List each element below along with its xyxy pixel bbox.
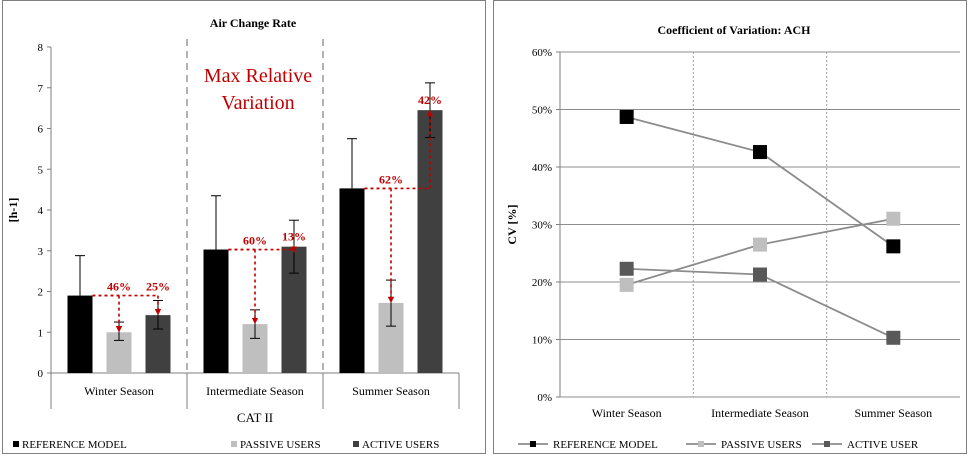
legend-swatch — [824, 441, 830, 447]
bar-reference-model-winter-season — [67, 295, 93, 373]
y-tick-label: 3 — [38, 246, 44, 258]
y-tick-label: 8 — [38, 42, 44, 54]
coefficient-variation-panel: Coefficient of Variation: ACH CV [%] 0% 10%… — [493, 0, 967, 454]
y-tick-label: 10% — [532, 335, 552, 347]
x-tick-label: Intermediate Season — [711, 406, 809, 420]
marker-passive-users-summer-season — [886, 211, 901, 226]
legend-label: REFERENCE MODEL — [22, 439, 127, 451]
y-tick-label: 2 — [38, 287, 44, 299]
bar-active-users-summer-season — [417, 110, 443, 373]
legend-label: PASSIVE USERS — [240, 439, 321, 451]
legend-label: ACTIVE USER — [847, 439, 919, 451]
marker-passive-users-winter-season — [619, 277, 634, 292]
x-axis-label: CAT II — [237, 410, 273, 425]
y-tick-label: 1 — [38, 327, 44, 339]
chart-title: Coefficient of Variation: ACH — [658, 23, 812, 37]
bar-reference-model-summer-season — [339, 188, 365, 373]
legend-swatch — [13, 441, 19, 447]
legend-swatch — [231, 441, 237, 447]
variation-label: 13% — [282, 230, 306, 244]
marker-reference-model-winter-season — [619, 109, 634, 124]
legend-swatch — [530, 441, 536, 447]
chart-title: Air Change Rate — [210, 16, 297, 30]
legend-label: REFERENCE MODEL — [553, 439, 658, 451]
variation-label: 62% — [379, 172, 403, 186]
x-tick-label: Summer Season — [854, 406, 932, 420]
marker-active-user-winter-season — [619, 261, 634, 276]
marker-passive-users-intermediate-season — [753, 237, 767, 252]
y-axis-label: [h-1] — [6, 198, 20, 223]
y-tick-label: 4 — [38, 205, 44, 217]
y-tick-label: 50% — [532, 105, 552, 117]
air-change-rate-chart: Air Change Rate [h-1] 0 1 2 3 4 5 6 7 8 Winter Seas… — [6, 16, 460, 451]
marker-active-user-intermediate-season — [753, 267, 767, 282]
y-tick-label: 40% — [532, 162, 552, 174]
marker-reference-model-intermediate-season — [753, 145, 767, 160]
y-tick-label: 60% — [532, 47, 552, 59]
x-tick-label: Winter Season — [592, 406, 662, 420]
x-tick-label: Intermediate Season — [206, 384, 304, 398]
y-tick-label: 0% — [537, 392, 552, 404]
y-axis-label: CV [%] — [505, 204, 519, 244]
x-tick-label: Summer Season — [352, 384, 430, 398]
legend-label: ACTIVE USERS — [362, 439, 439, 451]
y-tick-label: 20% — [532, 277, 552, 289]
y-tick-label: 6 — [38, 124, 44, 136]
marker-reference-model-summer-season — [886, 239, 901, 254]
air-change-rate-panel: Air Change Rate [h-1] 0 1 2 3 4 5 6 7 8 Winter Seas… — [2, 0, 486, 454]
y-tick-label: 30% — [532, 220, 552, 232]
legend-swatch — [353, 441, 359, 447]
legend-swatch — [698, 441, 704, 447]
annotation-title: Variation — [221, 92, 294, 114]
marker-active-user-summer-season — [886, 330, 901, 345]
coefficient-variation-chart: Coefficient of Variation: ACH CV [%] 0% 10%… — [505, 23, 960, 451]
x-tick-label: Winter Season — [84, 384, 154, 398]
annotation-title: Max Relative — [204, 65, 312, 87]
legend-label: PASSIVE USERS — [721, 439, 802, 451]
y-tick-label: 0 — [38, 368, 44, 380]
y-tick-label: 7 — [38, 83, 44, 95]
bar-reference-model-intermediate-season — [203, 249, 229, 373]
variation-label: 25% — [146, 280, 170, 294]
variation-label: 42% — [418, 93, 442, 107]
y-tick-label: 5 — [38, 164, 44, 176]
variation-label: 46% — [107, 280, 131, 294]
variation-label: 60% — [243, 234, 267, 248]
